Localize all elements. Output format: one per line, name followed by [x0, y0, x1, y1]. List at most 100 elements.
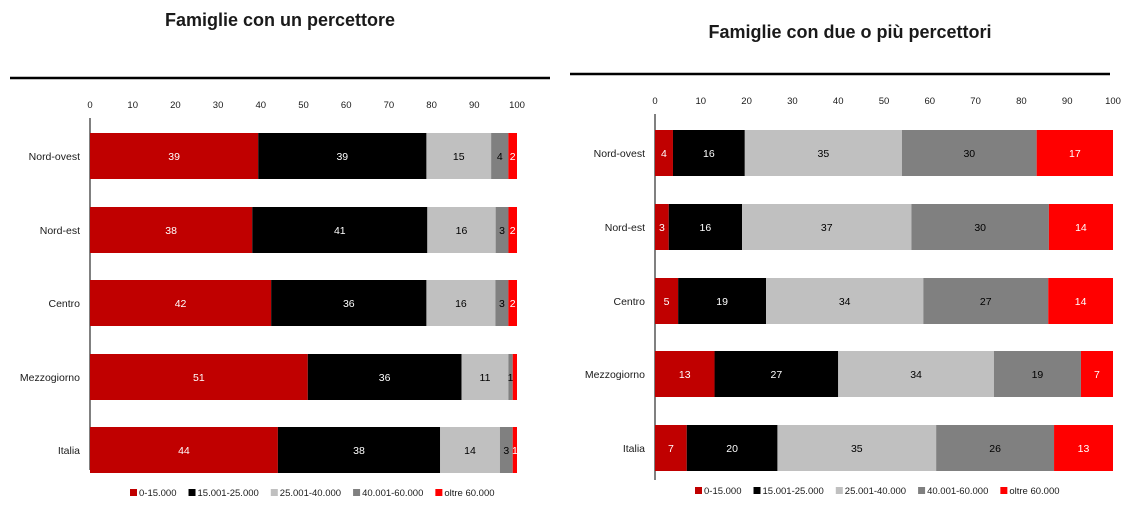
x-tick-label: 90 — [1062, 96, 1073, 107]
x-tick-label: 30 — [213, 100, 224, 111]
chart-panel-one-earner: Famiglie con un percettore 0 10 20 30 40 50 60… — [0, 0, 560, 515]
data-label: 7 — [1094, 369, 1100, 381]
x-tick-label: 30 — [787, 96, 798, 107]
bar-centro-40-001-60-000 — [495, 280, 509, 326]
legend-swatch-25-001-40-000 — [270, 489, 278, 496]
x-tick-label: 40 — [256, 100, 267, 111]
data-label: 14 — [464, 445, 476, 457]
data-label: 1 — [508, 372, 514, 384]
category-label: Nord-ovest — [594, 148, 645, 160]
bar-nord-est-0-15-000 — [655, 204, 669, 250]
x-tick-label: 50 — [879, 96, 890, 107]
legend-label: oltre 60.000 — [444, 488, 494, 499]
bar-mezzogiorno-40-001-60-000 — [508, 354, 513, 400]
bar-mezzogiorno-0-15-000 — [90, 354, 308, 400]
category-label: Mezzogiorno — [585, 369, 645, 381]
legend-label: 40.001-60.000 — [362, 488, 423, 499]
legend-swatch-25-001-40-000 — [835, 487, 843, 494]
data-label: 4 — [497, 151, 503, 163]
data-label: 11 — [480, 372, 491, 384]
bar-centro-oltre-60-000 — [1048, 278, 1113, 324]
bar-nord-ovest-0-15-000 — [90, 133, 259, 179]
data-label: 34 — [910, 369, 922, 381]
chart-title: Famiglie con un percettore — [164, 10, 396, 30]
data-label: 13 — [1078, 443, 1090, 455]
legend-swatch-oltre-60-000 — [1000, 487, 1008, 494]
data-label: 30 — [963, 148, 975, 160]
bar-italia-0-15-000 — [90, 427, 278, 473]
x-tick-label: 90 — [469, 100, 480, 111]
bar-nord-est-0-15-000 — [90, 207, 253, 253]
bar-mezzogiorno-oltre-60-000 — [512, 354, 517, 400]
x-tick-label: 100 — [509, 100, 525, 111]
data-label: 16 — [700, 222, 712, 234]
data-label: 30 — [974, 222, 986, 234]
data-label: 41 — [334, 225, 346, 237]
legend-label: 25.001-40.000 — [845, 486, 906, 497]
bar-nord-est-oltre-60-000 — [508, 207, 517, 253]
category-label: Nord-est — [40, 225, 80, 237]
data-label: 35 — [851, 443, 863, 455]
data-label: 14 — [1075, 222, 1087, 234]
category-label: Mezzogiorno — [20, 372, 80, 384]
x-tick-label: 70 — [384, 100, 395, 111]
bar-nord-ovest-oltre-60-000 — [508, 133, 517, 179]
data-label: 35 — [818, 148, 830, 160]
bar-italia-40-001-60-000 — [499, 427, 513, 473]
bar-mezzogiorno-oltre-60-000 — [1080, 351, 1113, 397]
bar-nord-ovest-40-001-60-000 — [901, 130, 1037, 176]
legend-label: 0-15.000 — [139, 488, 177, 499]
data-label: 38 — [353, 445, 365, 457]
data-label: 51 — [193, 372, 205, 384]
bar-nord-est-25-001-40-000 — [742, 204, 912, 250]
data-label: 27 — [771, 369, 783, 381]
data-label: 27 — [980, 296, 992, 308]
legend-label: 25.001-40.000 — [280, 488, 341, 499]
category-label: Centro — [48, 298, 80, 310]
bar-mezzogiorno-15-001-25-000 — [307, 354, 462, 400]
data-label: 3 — [659, 222, 665, 234]
legend-swatch-0-15-000 — [695, 487, 702, 494]
x-tick-label: 60 — [341, 100, 352, 111]
bar-nord-ovest-25-001-40-000 — [426, 133, 492, 179]
bar-italia-25-001-40-000 — [440, 427, 500, 473]
data-label: 38 — [165, 225, 177, 237]
category-label: Centro — [613, 296, 645, 308]
bar-nord-ovest-15-001-25-000 — [258, 133, 427, 179]
bar-italia-25-001-40-000 — [777, 425, 937, 471]
category-label: Nord-est — [605, 222, 645, 234]
x-tick-label: 10 — [696, 96, 707, 107]
data-label: 19 — [716, 296, 728, 308]
x-tick-label: 70 — [970, 96, 981, 107]
bar-nord-est-15-001-25-000 — [252, 207, 428, 253]
bar-nord-ovest-15-001-25-000 — [672, 130, 745, 176]
legend-swatch-40-001-60-000 — [918, 487, 926, 494]
bar-centro-15-001-25-000 — [271, 280, 427, 326]
chart-panel-two-earners: Famiglie con due o più percettori 0 10 20 3… — [560, 0, 1121, 515]
legend-label: 15.001-25.000 — [198, 488, 259, 499]
legend-label: oltre 60.000 — [1009, 486, 1059, 497]
bar-centro-0-15-000 — [90, 280, 272, 326]
bar-nord-est-15-001-25-000 — [668, 204, 743, 250]
data-label: 16 — [455, 298, 467, 310]
x-tick-label: 20 — [741, 96, 752, 107]
legend-label: 15.001-25.000 — [763, 486, 824, 497]
x-tick-label: 100 — [1105, 96, 1121, 107]
bar-centro-oltre-60-000 — [508, 280, 517, 326]
data-label: 2 — [510, 225, 516, 237]
bar-centro-0-15-000 — [655, 278, 679, 324]
bar-italia-15-001-25-000 — [686, 425, 778, 471]
data-label: 37 — [821, 222, 833, 234]
bar-italia-0-15-000 — [655, 425, 687, 471]
data-label: 34 — [839, 296, 851, 308]
data-label: 2 — [510, 298, 516, 310]
legend-swatch-15-001-25-000 — [188, 489, 196, 496]
data-label: 2 — [510, 151, 516, 163]
data-label: 1 — [512, 445, 518, 457]
category-label: Italia — [58, 445, 80, 457]
legend-swatch-40-001-60-000 — [353, 489, 361, 496]
bar-nord-est-40-001-60-000 — [911, 204, 1049, 250]
data-label: 16 — [456, 225, 468, 237]
legend-label: 40.001-60.000 — [927, 486, 988, 497]
